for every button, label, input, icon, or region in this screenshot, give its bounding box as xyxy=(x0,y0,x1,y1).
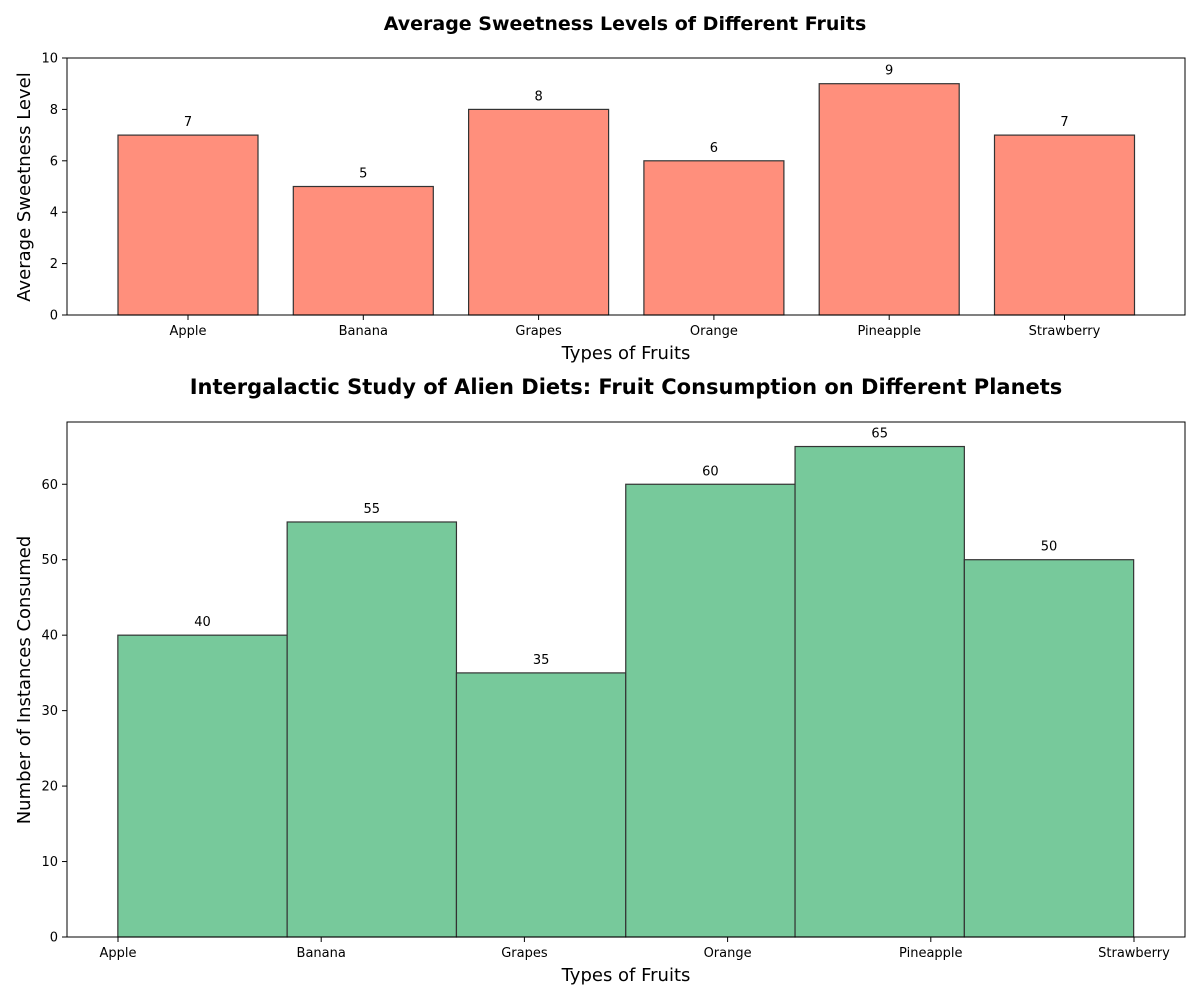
x-tick-label: Orange xyxy=(704,946,752,961)
x-tick-label: Pineapple xyxy=(899,946,962,961)
data-label-grapes: 35 xyxy=(533,653,550,668)
x-tick-label: Grapes xyxy=(501,946,548,961)
x-tick-label: Banana xyxy=(339,324,388,339)
data-label-banana: 55 xyxy=(364,502,381,517)
plot-frame xyxy=(66,421,1186,938)
bar-pineapple xyxy=(818,83,960,316)
y-axis-label: Number of Instances Consumed xyxy=(14,536,35,825)
bar-apple xyxy=(117,134,259,316)
plot-frame xyxy=(66,57,1186,316)
bar-orange xyxy=(625,483,796,938)
sweetness-chart: Average Sweetness Levels of Different Fr… xyxy=(14,13,1186,364)
x-tick-label: Apple xyxy=(99,946,136,961)
bar-grapes xyxy=(455,672,627,938)
y-tick-label: 30 xyxy=(41,704,58,719)
y-tick-label: 2 xyxy=(50,257,58,272)
y-tick-label: 6 xyxy=(50,154,58,169)
bar-pineapple xyxy=(794,445,965,938)
x-tick-label: Apple xyxy=(169,324,206,339)
y-tick-label: 40 xyxy=(41,629,58,644)
y-tick-label: 4 xyxy=(50,206,58,221)
y-tick-label: 0 xyxy=(50,931,58,946)
y-tick-label: 20 xyxy=(41,780,58,795)
bar-banana xyxy=(286,521,458,938)
x-tick-label: Strawberry xyxy=(1029,324,1101,339)
x-axis-label: Types of Fruits xyxy=(561,965,691,986)
x-tick-label: Grapes xyxy=(515,324,562,339)
bar-grapes xyxy=(468,108,610,316)
y-tick-label: 10 xyxy=(41,855,58,870)
bar-apple xyxy=(117,634,288,938)
x-axis-label: Types of Fruits xyxy=(561,343,691,364)
data-label-strawberry: 50 xyxy=(1041,540,1058,555)
data-label-grapes: 8 xyxy=(534,89,542,104)
y-tick-label: 10 xyxy=(41,52,58,67)
x-tick-label: Orange xyxy=(690,324,738,339)
data-label-apple: 7 xyxy=(184,115,192,130)
data-label-banana: 5 xyxy=(359,167,367,182)
consumption-chart: Intergalactic Study of Alien Diets: Frui… xyxy=(14,375,1186,986)
data-label-orange: 60 xyxy=(702,464,719,479)
data-label-strawberry: 7 xyxy=(1060,115,1068,130)
bar-orange xyxy=(643,160,785,316)
data-label-pineapple: 65 xyxy=(871,427,888,442)
data-label-pineapple: 9 xyxy=(885,64,893,79)
bar-banana xyxy=(292,185,434,316)
y-tick-label: 0 xyxy=(50,309,58,324)
bar-strawberry xyxy=(993,134,1136,316)
y-tick-label: 60 xyxy=(41,478,58,493)
x-tick-label: Strawberry xyxy=(1098,946,1170,961)
chart-title: Intergalactic Study of Alien Diets: Frui… xyxy=(190,375,1063,399)
y-tick-label: 8 xyxy=(50,103,58,118)
chart-title: Average Sweetness Levels of Different Fr… xyxy=(384,13,867,35)
y-tick-label: 50 xyxy=(41,553,58,568)
bar-strawberry xyxy=(963,559,1135,938)
x-tick-label: Banana xyxy=(297,946,346,961)
data-label-apple: 40 xyxy=(194,615,211,630)
x-tick-label: Pineapple xyxy=(857,324,920,339)
data-label-orange: 6 xyxy=(710,141,718,156)
y-axis-label: Average Sweetness Level xyxy=(14,72,35,301)
